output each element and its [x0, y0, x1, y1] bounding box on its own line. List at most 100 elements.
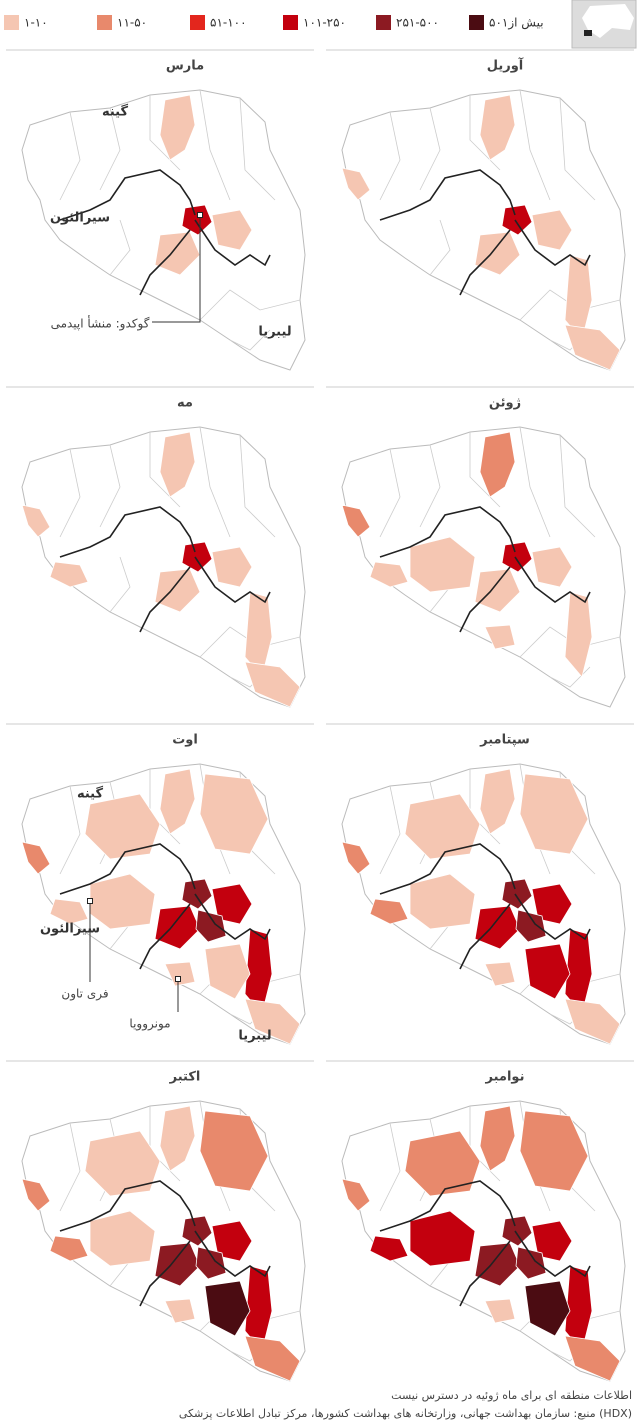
district: [341, 504, 371, 538]
district: [195, 1246, 227, 1280]
country-border: [379, 843, 516, 895]
country-border: [459, 229, 511, 296]
district: [84, 793, 161, 860]
district: [164, 961, 196, 987]
district: [211, 1220, 253, 1262]
district: [409, 536, 476, 593]
country-label: سیرالئون: [50, 211, 110, 226]
country-border: [459, 566, 511, 633]
district: [89, 1210, 156, 1267]
district-border: [519, 89, 551, 201]
land: [21, 89, 306, 371]
district: [154, 568, 201, 613]
map-panel: اکتبر: [6, 1060, 314, 1382]
country-border: [59, 843, 196, 895]
country-border: [59, 1180, 196, 1232]
district-border: [109, 556, 131, 613]
country-border: [514, 1230, 591, 1278]
country-label: سیرالئون: [40, 922, 100, 937]
district-border: [419, 444, 441, 528]
map-panel: ژوئن: [326, 386, 634, 708]
district: [195, 909, 227, 943]
district: [341, 1178, 371, 1212]
district: [159, 431, 196, 498]
country-border: [459, 1240, 511, 1307]
district: [199, 1110, 269, 1192]
district: [204, 1280, 251, 1337]
district: [531, 209, 573, 251]
district: [479, 94, 516, 161]
legend-swatch: [376, 15, 391, 30]
district: [474, 905, 521, 950]
district: [49, 898, 89, 925]
legend-swatch: [283, 15, 298, 30]
country-border: [514, 556, 591, 604]
district-border: [199, 426, 231, 538]
panel-title: مه: [177, 396, 193, 411]
district: [564, 591, 593, 678]
district-border: [379, 785, 401, 875]
panel-title: اوت: [172, 733, 198, 748]
district: [159, 1105, 196, 1172]
district: [84, 1130, 161, 1197]
district: [531, 883, 573, 925]
leader-marker: [197, 212, 203, 218]
district-border: [239, 97, 276, 201]
district-border: [59, 111, 81, 201]
district-border: [59, 1122, 81, 1212]
district-border: [239, 434, 276, 538]
district: [484, 961, 516, 987]
district: [409, 873, 476, 930]
panel-title: سپتامبر: [479, 733, 530, 748]
country-border: [194, 219, 271, 267]
place-label: گوکدو: منشأ اپیدمی: [51, 315, 150, 332]
district: [484, 624, 516, 650]
country-border: [194, 556, 271, 604]
district: [244, 661, 301, 708]
country-border: [194, 893, 271, 941]
district: [531, 1220, 573, 1262]
country-border: [139, 903, 191, 970]
district: [49, 561, 89, 588]
country-label: لیبریا: [238, 1029, 271, 1044]
district: [409, 1210, 476, 1267]
country-label: گینه: [102, 104, 128, 120]
legend-swatch: [97, 15, 112, 30]
map-panel: نوامبر: [326, 1060, 634, 1382]
district: [21, 841, 51, 875]
district: [404, 1130, 481, 1197]
panel-title: اکتبر: [169, 1070, 201, 1085]
leader-marker: [87, 898, 93, 904]
country-border: [379, 1180, 516, 1232]
district: [564, 1335, 621, 1382]
country-border: [59, 169, 196, 221]
district: [524, 943, 571, 1000]
district: [154, 231, 201, 276]
panel-title: ژوئن: [489, 396, 521, 411]
legend-label: ۵۱-۱۰۰: [210, 16, 247, 30]
district: [154, 1242, 201, 1287]
district: [199, 773, 269, 855]
district: [524, 1280, 571, 1337]
footer-note: اطلاعات منطقه ای برای ماه ژوئیه در دسترس…: [391, 1389, 632, 1402]
district: [181, 1215, 213, 1247]
district-border: [109, 219, 131, 276]
district-border: [59, 448, 81, 538]
district: [501, 541, 533, 573]
legend-label: ۲۵۱-۵۰۰: [396, 16, 439, 30]
place-label: فری تاون: [61, 987, 108, 1002]
map-panel: آوریل: [326, 49, 634, 371]
district: [244, 591, 273, 678]
district-border: [519, 426, 551, 538]
district: [479, 768, 516, 835]
district-border: [519, 626, 621, 658]
district: [484, 1298, 516, 1324]
country-border: [459, 903, 511, 970]
district: [515, 909, 547, 943]
district-border: [419, 107, 441, 191]
district: [369, 898, 409, 925]
leader-marker: [175, 976, 181, 982]
district: [211, 209, 253, 251]
district-border: [229, 329, 271, 351]
